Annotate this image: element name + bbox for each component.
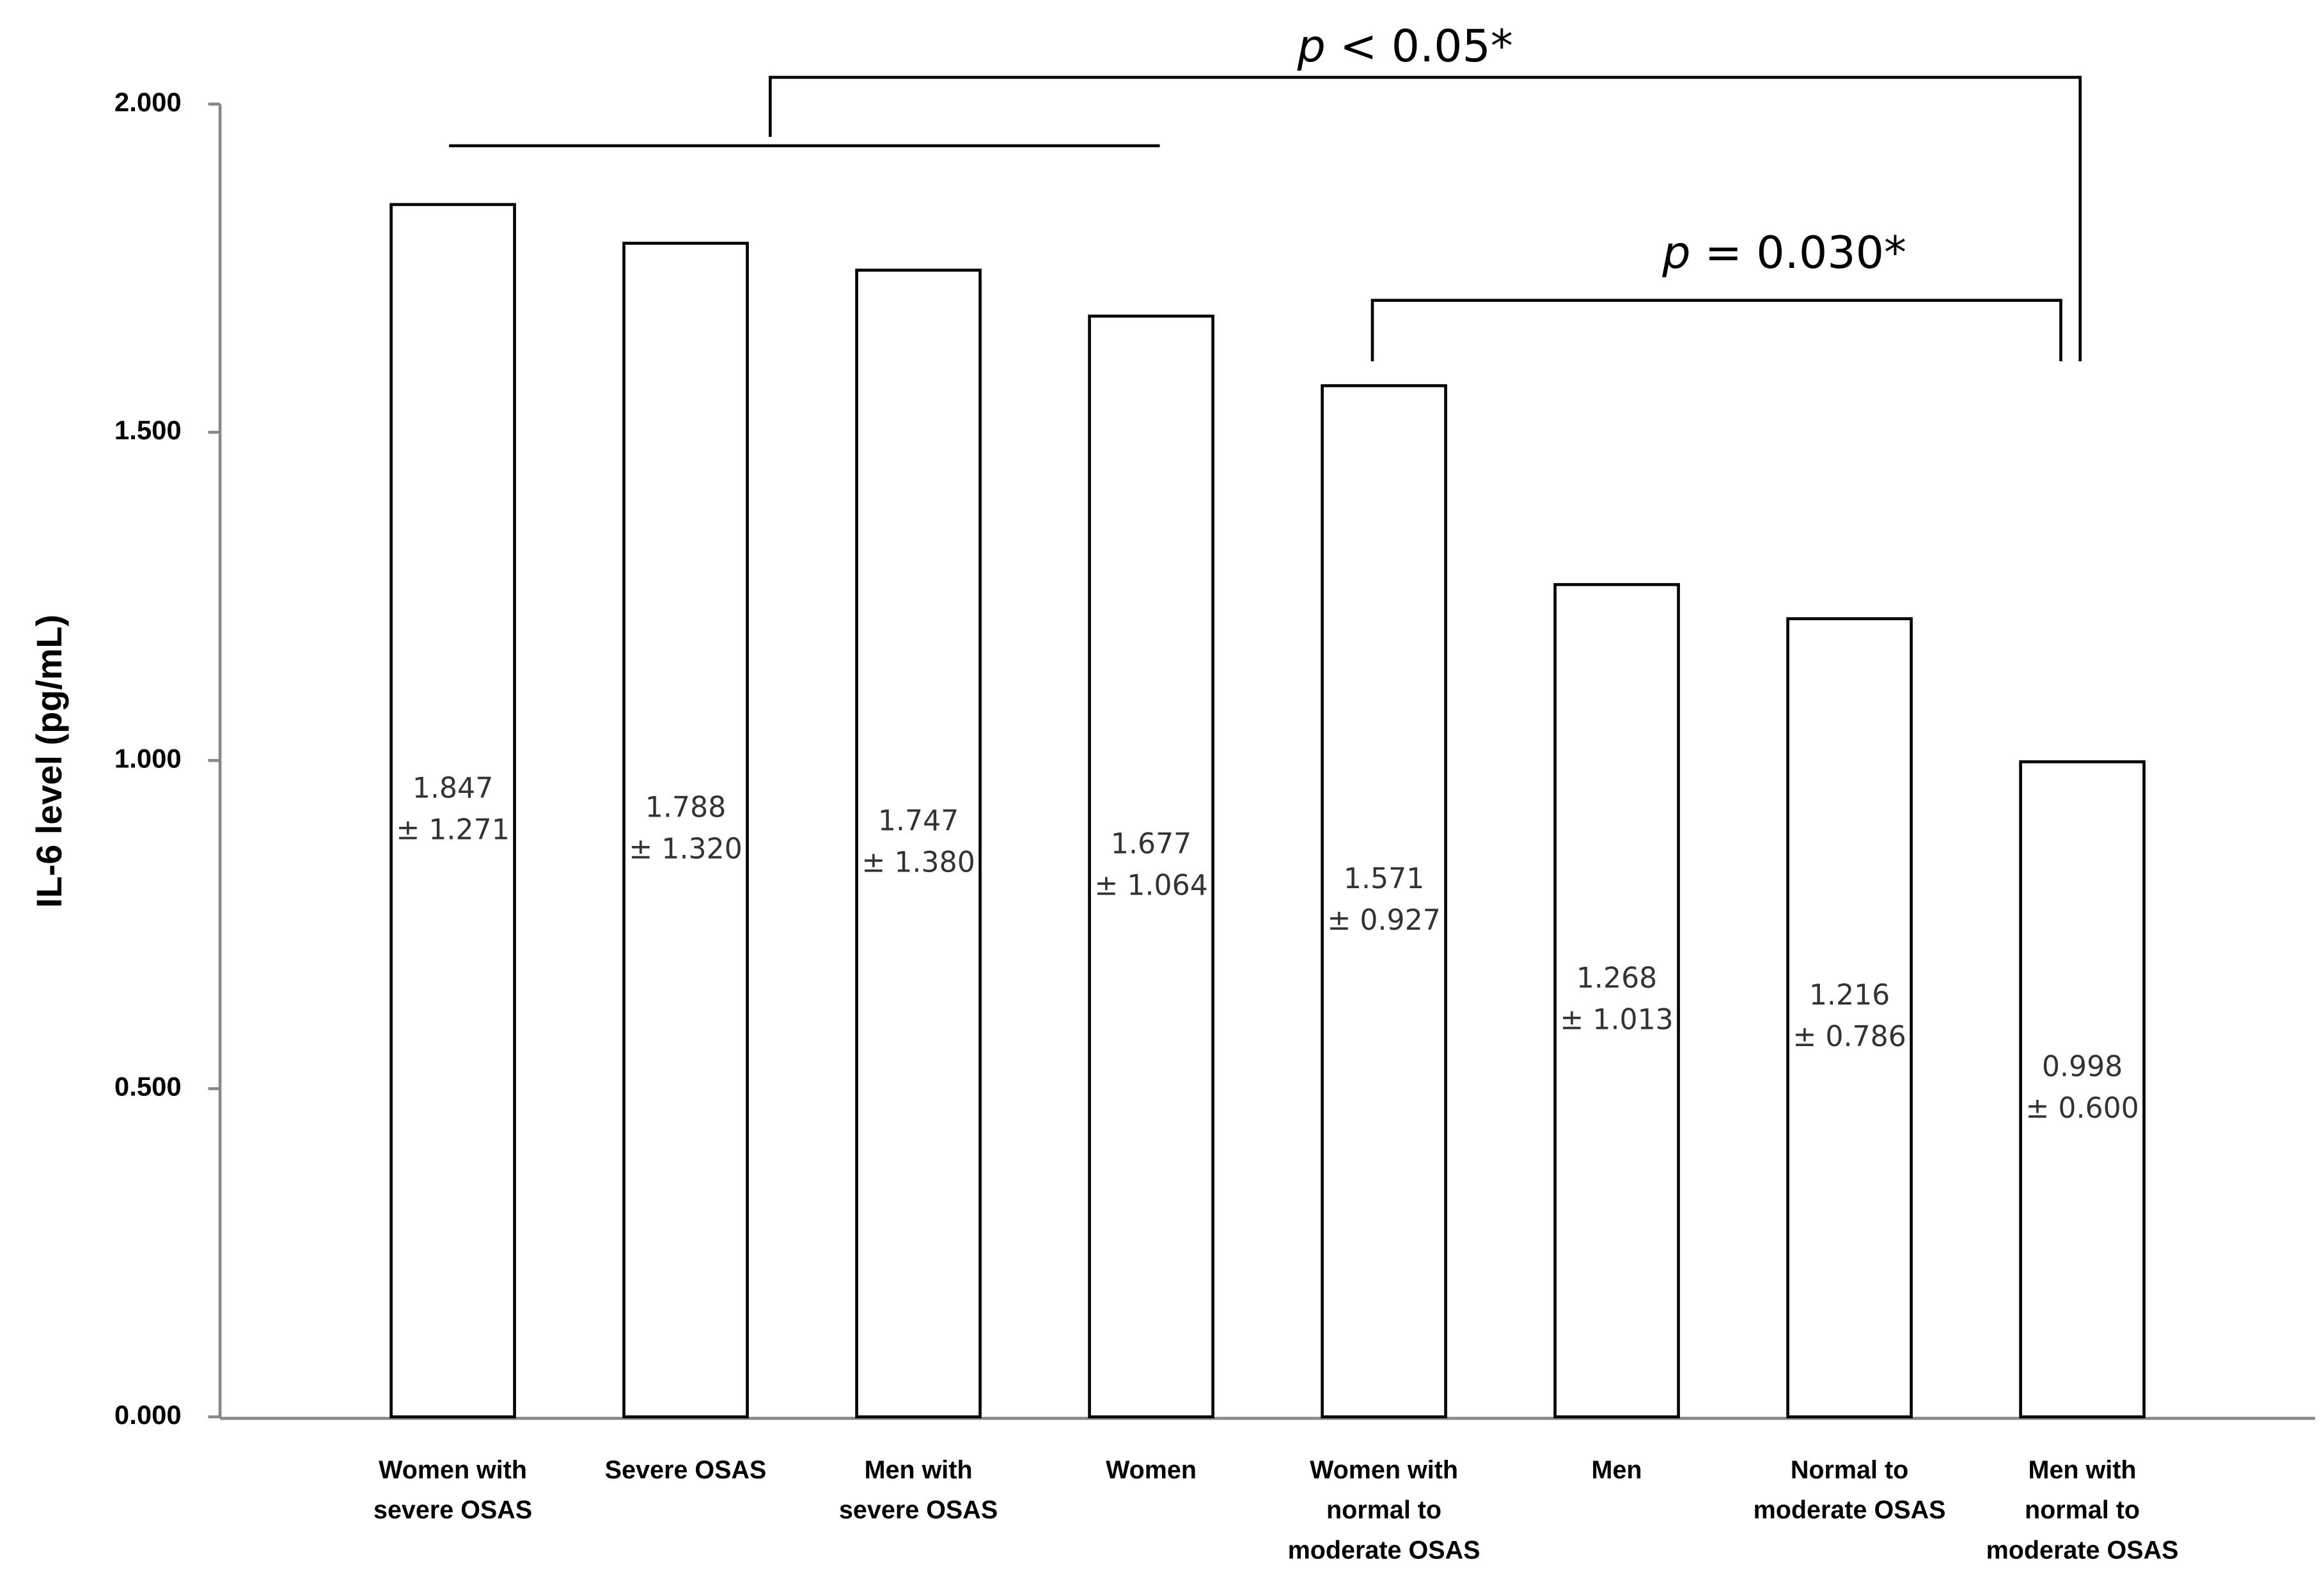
x-tick-label: Women xyxy=(1106,1456,1197,1484)
value-label: 1.847 xyxy=(412,772,493,804)
error-label: ± 1.271 xyxy=(396,813,509,846)
bar xyxy=(389,203,516,1419)
x-tick-label: Men with normal to moderate OSAS xyxy=(1986,1456,2179,1565)
error-label: ± 0.600 xyxy=(2025,1092,2139,1125)
y-tick-label: 0.500 xyxy=(114,1072,182,1102)
annotation: p = 0.030* xyxy=(1661,227,1906,279)
y-tick-label: 2.000 xyxy=(114,87,182,117)
significance-brackets xyxy=(449,75,2082,362)
y-tick-label: 0.000 xyxy=(114,1400,182,1430)
value-label: 1.788 xyxy=(645,792,726,824)
bar xyxy=(622,242,749,1419)
bracket xyxy=(769,75,2082,362)
x-tick-label: Men with severe OSAS xyxy=(839,1456,998,1524)
annotation: p < 0.05* xyxy=(1297,20,1513,72)
value-label: 1.677 xyxy=(1111,828,1191,861)
bracket xyxy=(1370,299,2062,362)
error-label: ± 1.064 xyxy=(1094,870,1207,902)
y-axis-label: IL-6 level (pg/mL) xyxy=(29,614,69,908)
error-label: ± 1.013 xyxy=(1560,1004,1673,1037)
x-tick-label: Men xyxy=(1592,1456,1642,1484)
value-label: 1.216 xyxy=(1809,979,1890,1012)
y-tick-label: 1.500 xyxy=(114,415,182,445)
value-label: 1.747 xyxy=(878,805,959,838)
bar xyxy=(1321,384,1447,1419)
error-label: ± 1.380 xyxy=(861,847,975,879)
error-label: ± 1.320 xyxy=(629,833,742,866)
value-label: 0.998 xyxy=(2042,1051,2123,1083)
x-tick-label: Normal to moderate OSAS xyxy=(1754,1456,1946,1524)
error-label: ± 0.927 xyxy=(1327,904,1440,937)
y-tick-label: 1.000 xyxy=(114,743,182,773)
error-label: ± 0.786 xyxy=(1793,1021,1906,1053)
bar xyxy=(1553,583,1680,1419)
x-tick-label: Women with severe OSAS xyxy=(373,1456,532,1524)
x-tick-label: Severe OSAS xyxy=(605,1456,767,1484)
bar xyxy=(855,269,982,1419)
x-tick-label: Women with normal to moderate OSAS xyxy=(1288,1456,1480,1565)
bar xyxy=(2019,760,2146,1419)
value-label: 1.571 xyxy=(1344,863,1424,895)
bar xyxy=(1088,315,1214,1419)
value-label: 1.268 xyxy=(1576,962,1657,994)
bar xyxy=(1786,617,1913,1419)
